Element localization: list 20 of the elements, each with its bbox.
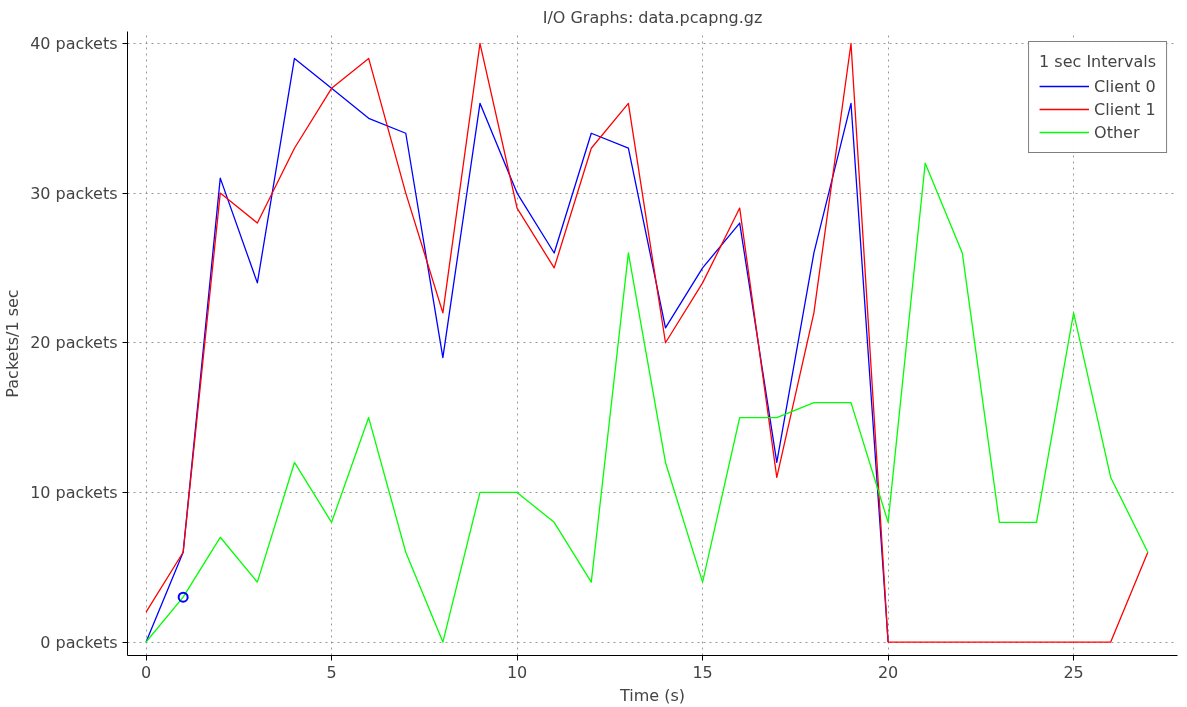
- y-tick-label: 10 packets: [30, 482, 118, 502]
- y-tick-label: 30 packets: [30, 183, 118, 203]
- x-tick-label: 5: [326, 662, 337, 682]
- x-tick-label: 25: [1063, 662, 1084, 682]
- y-tick-label: 20 packets: [30, 333, 118, 353]
- y-tick-label: 40 packets: [30, 33, 118, 53]
- line-series: [145, 57, 889, 643]
- x-tick-label: 0: [140, 662, 152, 682]
- y-axis-title: Packets/1 sec: [3, 289, 23, 398]
- line-series: [145, 162, 1149, 643]
- x-tick-label: 15: [692, 662, 713, 682]
- y-tick-label: 0 packets: [40, 632, 118, 652]
- x-tick-label: 10: [506, 662, 528, 682]
- x-tick-label: 20: [877, 662, 899, 682]
- legend-label: Other: [1094, 122, 1140, 142]
- x-axis-title: Time (s): [618, 685, 686, 705]
- legend-label: Client 0: [1094, 76, 1156, 96]
- legend-title: 1 sec Intervals: [1039, 52, 1156, 71]
- legend-label: Client 1: [1094, 99, 1156, 119]
- chart-title: I/O Graphs: data.pcapng.gz: [542, 7, 763, 27]
